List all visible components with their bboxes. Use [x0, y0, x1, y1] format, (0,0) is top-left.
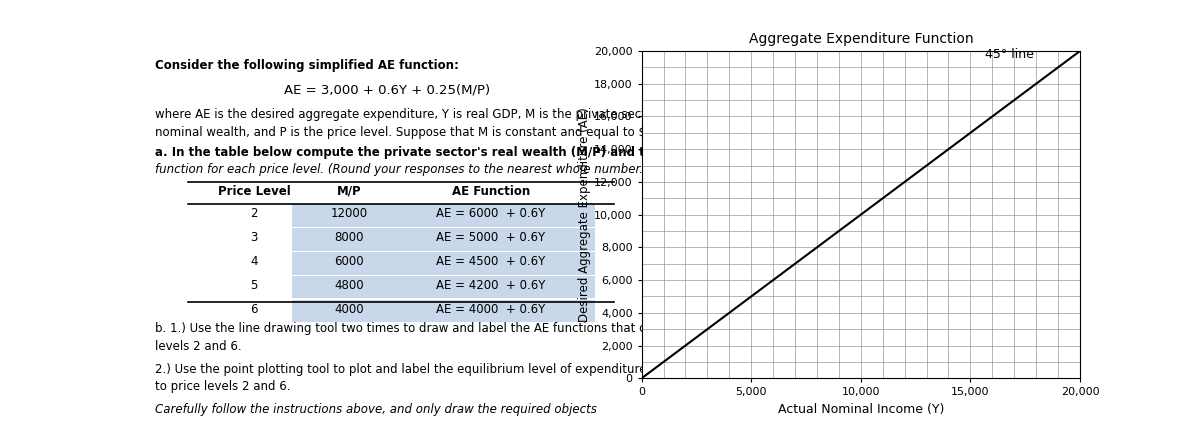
Y-axis label: Desired Aggregate Expenditure (AE): Desired Aggregate Expenditure (AE) [578, 107, 592, 322]
Text: to price levels 2 and 6.: to price levels 2 and 6. [155, 380, 290, 393]
Text: 8000: 8000 [334, 231, 364, 244]
Text: a. In the table below compute the private sector's real wealth (M/P) and the int: a. In the table below compute the privat… [155, 146, 827, 159]
Bar [292, 276, 386, 298]
Bar [386, 300, 595, 322]
Text: Carefully follow the instructions above, and only draw the required objects: Carefully follow the instructions above,… [155, 403, 596, 416]
Title: Aggregate Expenditure Function: Aggregate Expenditure Function [749, 32, 973, 45]
Text: levels 2 and 6.: levels 2 and 6. [155, 340, 241, 353]
X-axis label: Actual Nominal Income (Y): Actual Nominal Income (Y) [778, 403, 944, 416]
Bar [292, 228, 386, 251]
Text: AE = 4000  + 0.6Y: AE = 4000 + 0.6Y [437, 303, 546, 316]
Text: 12000: 12000 [330, 207, 367, 221]
Text: AE = 3,000 + 0.6Y + 0.25(M/P): AE = 3,000 + 0.6Y + 0.25(M/P) [283, 84, 490, 97]
Bar [386, 252, 595, 275]
Text: nominal wealth, and P is the price level. Suppose that M is constant and equal t: nominal wealth, and P is the price level… [155, 126, 690, 139]
Bar [292, 252, 386, 275]
Bar [386, 276, 595, 298]
Text: 5: 5 [251, 279, 258, 292]
Bar [292, 300, 386, 322]
Text: Consider the following simplified AE function:: Consider the following simplified AE fun… [155, 59, 458, 72]
Text: 2.) Use the point plotting tool to plot and label the equilibrium level of expen: 2.) Use the point plotting tool to plot … [155, 363, 750, 376]
Text: 6: 6 [251, 303, 258, 316]
Text: AE = 4200  + 0.6Y: AE = 4200 + 0.6Y [436, 279, 546, 292]
Text: AE = 5000  + 0.6Y: AE = 5000 + 0.6Y [437, 231, 546, 244]
Text: 4: 4 [251, 255, 258, 268]
Text: AE = 4500  + 0.6Y: AE = 4500 + 0.6Y [437, 255, 546, 268]
Bar [386, 228, 595, 251]
Text: function for each price level. (Round your responses to the nearest whole number: function for each price level. (Round yo… [155, 163, 647, 176]
Bar [292, 204, 386, 227]
Text: 6000: 6000 [334, 255, 364, 268]
Text: 45° line: 45° line [985, 48, 1034, 61]
Text: where AE is the desired aggregate expenditure, Y is real GDP, M is the private s: where AE is the desired aggregate expend… [155, 108, 667, 121]
Text: 2: 2 [251, 207, 258, 221]
Text: AE = 6000  + 0.6Y: AE = 6000 + 0.6Y [437, 207, 546, 221]
Bar [386, 204, 595, 227]
Text: Price Level: Price Level [217, 185, 290, 198]
Text: 4000: 4000 [334, 303, 364, 316]
Text: M/P: M/P [336, 185, 361, 198]
Text: AE Function: AE Function [451, 185, 530, 198]
Text: 4800: 4800 [334, 279, 364, 292]
Text: 3: 3 [251, 231, 258, 244]
Text: b. 1.) Use the line drawing tool two times to draw and label the AE functions th: b. 1.) Use the line drawing tool two tim… [155, 322, 754, 335]
